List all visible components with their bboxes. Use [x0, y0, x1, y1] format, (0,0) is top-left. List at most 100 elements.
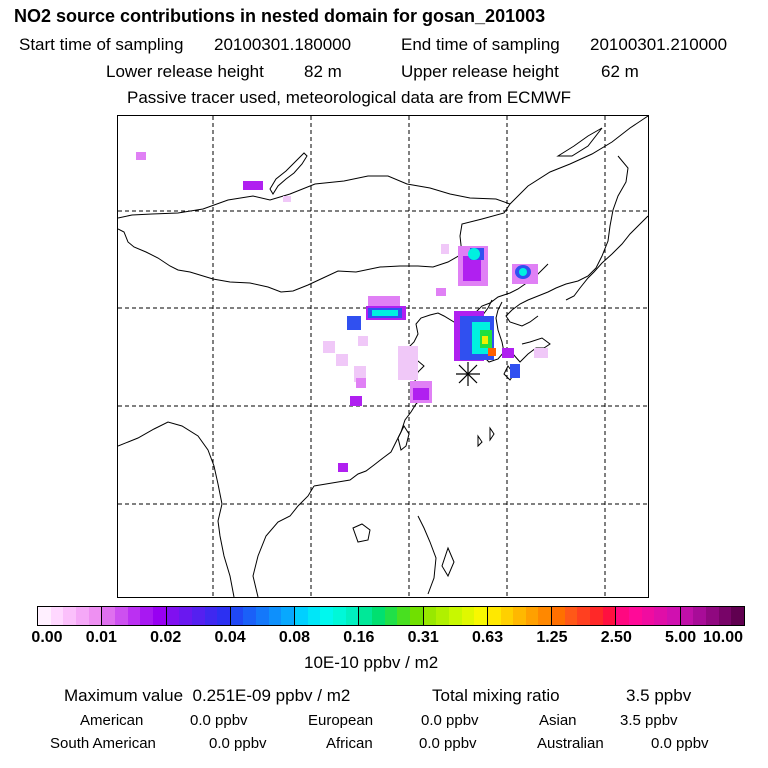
color-scale-swatch: [616, 607, 630, 625]
color-scale-swatch: [320, 607, 334, 625]
map-panel: [117, 115, 649, 598]
color-scale-swatch: [564, 607, 578, 625]
color-scale-swatch: [641, 607, 655, 625]
color-scale-segment: [616, 607, 681, 625]
color-scale-swatch: [50, 607, 64, 625]
color-scale-tick-label: 0.08: [278, 629, 311, 646]
color-scale-segment: [680, 607, 744, 625]
plume: [502, 348, 514, 358]
plume: [283, 196, 291, 202]
color-scale-swatch: [243, 607, 257, 625]
color-scale-swatch: [487, 607, 501, 625]
color-scale-swatch: [359, 607, 372, 625]
plume: [350, 396, 362, 406]
color-scale-segment: [423, 607, 488, 625]
color-scale-swatch: [705, 607, 719, 625]
end-time-label: End time of sampling: [401, 35, 560, 54]
color-scale-tick-label: 0.16: [343, 629, 375, 646]
unit-label: 10E-10 ppbv / m2: [304, 653, 439, 672]
color-scale-tick-label: 0.02: [150, 629, 182, 646]
plume: [358, 336, 368, 346]
plume: [482, 336, 488, 344]
start-time-value: 20100301.180000: [214, 35, 352, 54]
color-scale-swatch: [307, 607, 321, 625]
color-scale-swatch: [179, 607, 192, 625]
plume: [510, 364, 520, 378]
color-scale-swatch: [513, 607, 526, 625]
color-scale-segment: [38, 607, 103, 625]
color-scale-tick-label: 0.63: [471, 629, 504, 646]
coastlines: [118, 116, 648, 597]
plume: [356, 378, 366, 388]
color-scale-swatch: [693, 607, 706, 625]
max-value: 0.251E-09 ppbv / m2: [192, 686, 351, 705]
color-scale-swatch: [525, 607, 539, 625]
color-scale-tick-label: 0.04: [214, 629, 246, 646]
color-scale-swatch: [552, 607, 565, 625]
plume: [463, 256, 481, 281]
color-scale-swatch: [680, 607, 694, 625]
color-scale-swatch: [88, 607, 102, 625]
color-scale-swatch: [667, 607, 680, 625]
color-scale-swatch: [256, 607, 269, 625]
color-scale-swatch: [474, 607, 487, 625]
color-scale-segment: [166, 607, 231, 625]
upper-release-label: Upper release height: [401, 62, 559, 81]
plume: [534, 348, 548, 358]
start-time-label: Start time of sampling: [19, 35, 184, 54]
lower-release-label: Lower release height: [106, 62, 264, 81]
region-name-european: European: [308, 712, 374, 729]
color-scale-swatch: [602, 607, 616, 625]
color-scale-swatch: [102, 607, 115, 625]
color-scale-swatch: [268, 607, 282, 625]
region-value-south-american: 0.0 ppbv: [209, 735, 267, 752]
color-scale-tick-label: 0.01: [85, 629, 117, 646]
color-scale-swatch: [63, 607, 76, 625]
color-scale-swatch: [114, 607, 128, 625]
region-value-african: 0.0 ppbv: [419, 735, 477, 752]
color-scale-bar: [37, 606, 745, 626]
max-label: Maximum value: [64, 686, 184, 705]
lower-release-value: 82 m: [304, 62, 342, 81]
color-scale-swatch: [371, 607, 385, 625]
plume: [398, 346, 418, 380]
color-scale-swatch: [166, 607, 180, 625]
plume: [136, 152, 146, 160]
color-scale-swatch: [204, 607, 218, 625]
plume: [519, 268, 527, 276]
color-scale-swatch: [731, 607, 744, 625]
color-scale-swatch: [538, 607, 552, 625]
plume: [436, 288, 446, 296]
color-scale-swatch: [295, 607, 308, 625]
plume: [441, 244, 449, 254]
tracer-note: Passive tracer used, meteorological data…: [127, 88, 572, 107]
color-scale-swatch: [345, 607, 359, 625]
region-name-african: African: [326, 735, 373, 752]
plume: [347, 316, 361, 330]
plume: [323, 341, 335, 353]
color-scale-swatch: [140, 607, 153, 625]
plume: [336, 354, 348, 366]
max-value-line: Maximum value 0.251E-09 ppbv / m2: [64, 686, 350, 706]
color-scale-swatch: [461, 607, 475, 625]
plume-layer: [136, 152, 548, 472]
plot-title: NO2 source contributions in nested domai…: [14, 6, 546, 26]
region-name-american: American: [80, 712, 144, 729]
color-scale-swatch: [654, 607, 668, 625]
color-scale-swatch: [217, 607, 230, 625]
color-scale-tick-label: 10.00: [702, 629, 744, 646]
region-value-asian: 3.5 ppbv: [620, 712, 678, 729]
color-scale-swatch: [384, 607, 398, 625]
plume: [243, 181, 263, 190]
color-scale-swatch: [397, 607, 410, 625]
color-scale-swatch: [448, 607, 462, 625]
region-name-south-american: South American: [50, 735, 156, 752]
color-scale-swatch: [590, 607, 603, 625]
color-scale-tick-label: 0.31: [407, 629, 439, 646]
color-scale-segment: [230, 607, 296, 625]
color-scale-swatch: [423, 607, 437, 625]
region-name-asian: Asian: [539, 712, 577, 729]
color-scale-tick-label: 0.00: [31, 629, 63, 646]
region-value-american: 0.0 ppbv: [190, 712, 248, 729]
color-scale-swatch: [281, 607, 295, 625]
